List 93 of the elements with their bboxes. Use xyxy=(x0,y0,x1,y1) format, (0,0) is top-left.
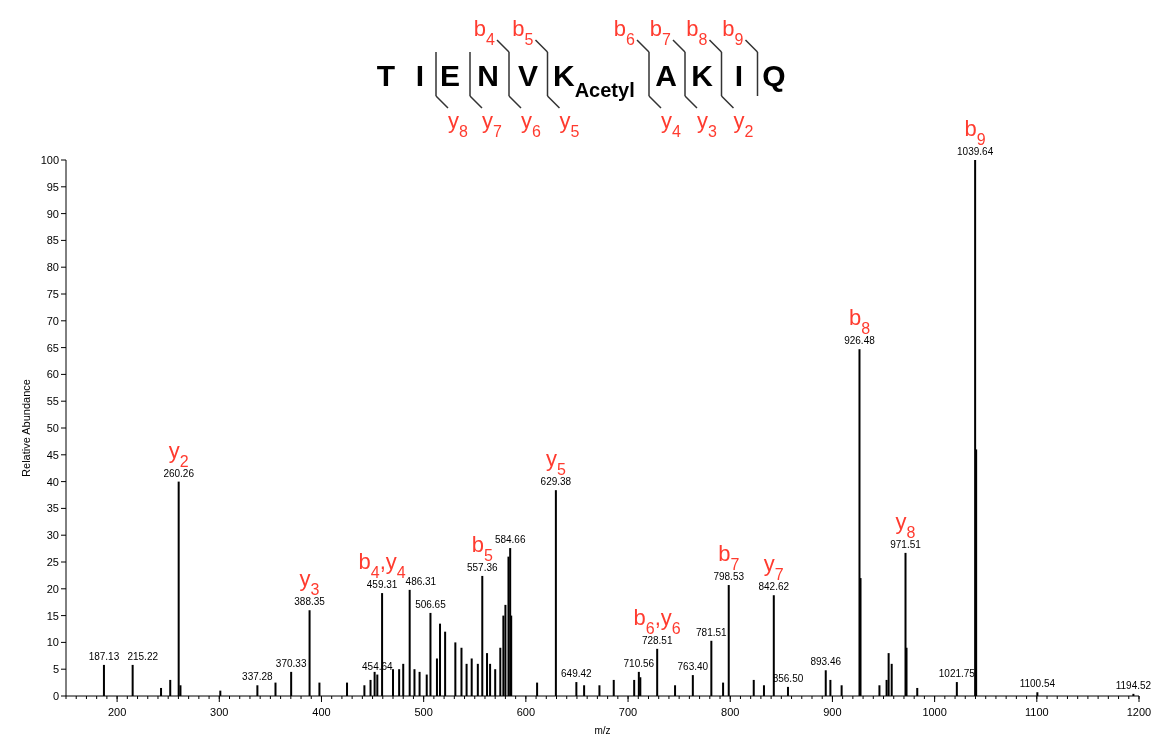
text: y$_{4}$ xyxy=(661,108,681,140)
annotation: 842.62 xyxy=(758,581,790,593)
x-tick-label: 600 xyxy=(516,706,536,718)
annotation: b$_{9}$ xyxy=(964,116,986,148)
x-tick-label: 300 xyxy=(210,706,229,718)
annotation: 798.53 xyxy=(713,571,745,583)
annotation: 893.46 xyxy=(810,656,842,668)
annotation: y$_{8}$ xyxy=(895,508,916,541)
annotation: b$_{5}$ xyxy=(471,531,493,564)
annotation: 388.35 xyxy=(294,596,326,608)
text: y$_{7}$ xyxy=(482,108,502,140)
text: K$_{Acetyl}$ xyxy=(553,59,635,101)
text: E xyxy=(439,59,461,92)
annotation: y$_{2}$ xyxy=(168,437,189,470)
y-tick-label: 10 xyxy=(46,636,59,649)
annotation: 728.51 xyxy=(641,634,673,646)
annotation: 649.42 xyxy=(561,668,593,680)
annotation: 187.13 xyxy=(88,650,120,662)
x-tick-label: 700 xyxy=(618,706,638,718)
annotation: 370.33 xyxy=(275,657,307,669)
x-tick-label: 200 xyxy=(107,706,127,718)
y-tick-label: 50 xyxy=(46,422,59,434)
annotation: 1039.64 xyxy=(957,146,994,157)
text: b$_{7}$ xyxy=(649,16,672,48)
y-tick-label: 100 xyxy=(40,154,59,166)
y-tick-label: 0 xyxy=(52,690,59,702)
y-tick-label: 80 xyxy=(46,261,59,274)
text: y$_{5}$ xyxy=(559,108,580,140)
x-axis-title: m/z xyxy=(594,725,611,736)
y-tick-label: 40 xyxy=(46,475,59,488)
annotation: b$_{8}$ xyxy=(848,305,871,337)
annotation: 1194.52 xyxy=(1115,679,1152,691)
annotation: y$_{7}$ xyxy=(763,551,784,583)
text: Q xyxy=(762,59,786,92)
annotation: b$_{7}$ xyxy=(718,541,740,573)
annotation: 486.31 xyxy=(405,575,437,587)
text: A xyxy=(655,59,677,92)
text: y$_{2}$ xyxy=(733,108,754,140)
text: b$_{4}$ xyxy=(473,16,496,48)
y-tick-label: 30 xyxy=(46,529,59,542)
text: V xyxy=(517,59,539,92)
text: y$_{6}$ xyxy=(521,108,541,140)
annotation: b$_{6}$,y$_{6}$ xyxy=(633,604,681,637)
text: y$_{3}$ xyxy=(697,108,717,140)
x-tick-label: 400 xyxy=(312,706,331,718)
text: b$_{5}$ xyxy=(512,16,534,48)
annotation: 506.65 xyxy=(415,598,447,610)
y-tick-label: 70 xyxy=(46,314,59,327)
text: b$_{9}$ xyxy=(722,16,744,48)
annotation: 1100.54 xyxy=(1019,678,1056,690)
annotation: 215.22 xyxy=(127,650,159,662)
y-tick-label: 65 xyxy=(46,341,59,354)
y-tick-label: 95 xyxy=(46,180,59,193)
annotation: y$_{5}$ xyxy=(545,446,566,478)
y-tick-label: 5 xyxy=(52,663,59,676)
annotation: 629.38 xyxy=(540,476,572,488)
annotation: y$_{3}$ xyxy=(299,566,320,598)
text: b$_{6}$ xyxy=(613,16,636,48)
annotation: 926.48 xyxy=(844,335,876,347)
y-tick-label: 15 xyxy=(46,609,59,622)
annotation: 260.26 xyxy=(163,467,195,479)
text: T xyxy=(376,59,396,92)
text: y$_{8}$ xyxy=(448,108,468,140)
text: K xyxy=(691,59,714,92)
x-tick-label: 1200 xyxy=(1126,706,1152,718)
annotation: 971.51 xyxy=(890,538,922,550)
y-tick-label: 85 xyxy=(46,234,59,247)
y-tick-label: 25 xyxy=(46,556,59,568)
y-tick-label: 55 xyxy=(46,395,59,408)
text: b$_{8}$ xyxy=(686,16,708,48)
x-tick-label: 1100 xyxy=(1024,706,1049,718)
y-axis-title: Relative Abundance xyxy=(20,379,32,477)
y-tick-label: 75 xyxy=(46,288,59,300)
text: I xyxy=(415,59,425,92)
x-tick-label: 500 xyxy=(414,706,433,718)
y-tick-label: 45 xyxy=(46,448,59,461)
y-tick-label: 35 xyxy=(46,502,59,515)
x-tick-label: 800 xyxy=(721,706,740,718)
annotation: 557.36 xyxy=(466,561,499,573)
annotation: b$_{4}$,y$_{4}$ xyxy=(358,549,406,581)
y-tick-label: 20 xyxy=(46,582,59,595)
annotation: 337.28 xyxy=(242,671,274,683)
annotation: 781.51 xyxy=(696,626,728,638)
x-tick-label: 900 xyxy=(823,706,842,718)
annotation: 710.56 xyxy=(623,657,655,669)
annotation: 584.66 xyxy=(494,534,526,546)
annotation: 459.31 xyxy=(366,579,398,591)
x-tick-label: 1000 xyxy=(922,706,947,718)
y-tick-label: 60 xyxy=(46,368,59,381)
annotation: 763.40 xyxy=(677,661,709,673)
text: N xyxy=(477,59,499,92)
y-tick-label: 90 xyxy=(46,207,59,220)
text: I xyxy=(734,59,744,92)
